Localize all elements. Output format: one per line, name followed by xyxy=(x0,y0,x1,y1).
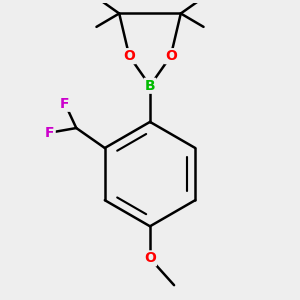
Text: F: F xyxy=(60,97,70,111)
Text: B: B xyxy=(145,79,155,93)
Text: O: O xyxy=(144,251,156,266)
Text: O: O xyxy=(123,49,135,63)
Text: O: O xyxy=(165,49,177,63)
Text: F: F xyxy=(45,126,55,140)
